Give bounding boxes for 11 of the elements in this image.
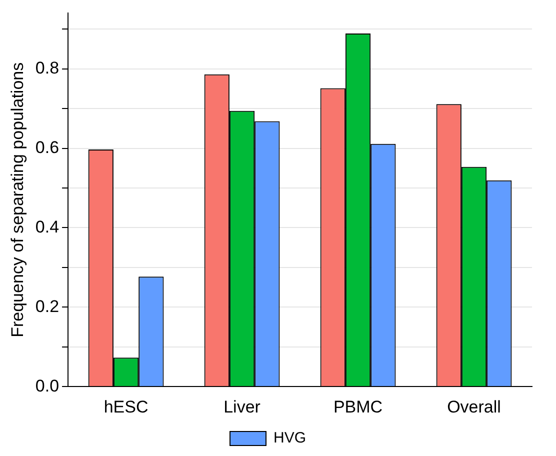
x-tick-label: Overall: [447, 397, 501, 416]
y-tick-label: 0.4: [35, 217, 60, 236]
y-tick-label: 0.8: [35, 58, 60, 78]
y-tick-label: 0.2: [35, 296, 60, 316]
x-tick-label: hESC: [104, 397, 148, 416]
y-tick-label: 0.0: [35, 376, 60, 396]
y-tick-label: 0.6: [35, 138, 60, 157]
x-tick-label: Liver: [224, 397, 261, 416]
x-tick-label: PBMC: [333, 397, 383, 416]
legend-label: HVG: [274, 430, 306, 447]
y-axis-title: Frequency of separating populations: [8, 62, 27, 338]
